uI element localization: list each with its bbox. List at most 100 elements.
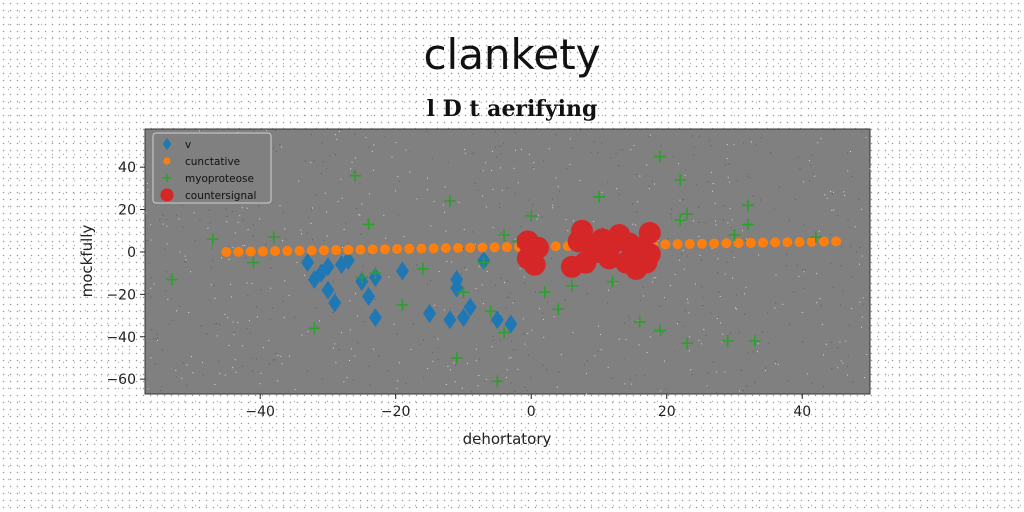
point-myoproteose: [308, 322, 321, 335]
noise-speck: [371, 151, 373, 152]
series-countersignal: [516, 219, 661, 280]
noise-speck: [226, 221, 228, 223]
noise-speck: [352, 171, 354, 173]
noise-speck: [153, 283, 155, 285]
noise-speck: [839, 304, 841, 306]
legend: v cunctative myoproteose countersignal: [152, 132, 272, 204]
noise-speck: [433, 336, 435, 338]
noise-speck: [431, 158, 433, 159]
point-myoproteose: [653, 150, 666, 163]
point-myoproteose: [592, 190, 605, 203]
point-v: [368, 308, 382, 328]
point-v: [321, 280, 335, 300]
noise-speck: [266, 129, 268, 131]
noise-speck: [804, 269, 806, 271]
noise-speck: [555, 134, 557, 136]
noise-speck: [745, 240, 746, 241]
noise-speck: [464, 152, 466, 154]
noise-speck: [161, 386, 163, 388]
noise-speck: [841, 246, 843, 248]
noise-speck: [824, 194, 825, 196]
noise-speck: [760, 199, 762, 201]
noise-speck: [475, 287, 477, 289]
noise-speck: [326, 235, 328, 237]
noise-speck: [500, 231, 502, 233]
noise-speck: [167, 298, 169, 300]
noise-speck: [649, 185, 651, 187]
noise-speck: [746, 385, 748, 387]
noise-speck: [462, 248, 464, 250]
noise-speck: [671, 217, 673, 219]
point-myoproteose: [491, 375, 504, 388]
noise-speck: [510, 357, 512, 359]
point-myoproteose: [552, 303, 565, 316]
noise-speck: [660, 145, 662, 147]
noise-speck: [384, 136, 386, 138]
point-v: [443, 310, 457, 330]
noise-speck: [705, 222, 707, 224]
point-v: [321, 257, 335, 277]
noise-speck: [191, 356, 192, 357]
noise-speck: [524, 282, 526, 284]
point-cunctative: [782, 237, 793, 248]
noise-speck: [349, 360, 350, 361]
noise-speck: [340, 129, 342, 131]
point-cunctative: [416, 243, 427, 254]
noise-speck: [282, 300, 284, 302]
noise-speck: [453, 362, 455, 364]
noise-speck: [193, 212, 195, 214]
point-myoproteose: [742, 218, 755, 231]
noise-speck: [210, 284, 212, 286]
noise-speck: [532, 204, 534, 206]
noise-speck: [506, 297, 508, 298]
noise-speck: [736, 180, 738, 182]
noise-speck: [847, 152, 848, 154]
noise-speck: [147, 293, 149, 295]
noise-speck: [687, 302, 689, 304]
noise-speck: [803, 224, 805, 226]
noise-speck: [542, 319, 544, 321]
noise-speck: [336, 138, 338, 140]
noise-speck: [858, 199, 860, 201]
point-cunctative: [428, 243, 439, 254]
noise-speck: [326, 211, 327, 213]
noise-speck: [505, 307, 507, 309]
noise-speck: [684, 310, 686, 312]
point-myoproteose: [538, 286, 551, 299]
noise-speck: [696, 184, 698, 186]
noise-speck: [224, 313, 226, 315]
noise-speck: [369, 254, 371, 256]
noise-speck: [642, 286, 644, 288]
point-cunctative: [331, 245, 342, 256]
legend-box: [152, 132, 272, 204]
point-myoproteose: [525, 209, 538, 222]
noise-speck: [785, 265, 787, 267]
noise-speck: [199, 220, 201, 222]
noise-speck: [391, 156, 393, 158]
noise-speck: [378, 355, 380, 357]
noise-speck: [667, 238, 669, 240]
noise-speck: [316, 325, 318, 327]
legend-marker-cunctative: [163, 157, 171, 165]
noise-speck: [729, 181, 731, 183]
noise-speck: [618, 165, 620, 166]
noise-speck: [230, 283, 232, 285]
noise-speck: [726, 261, 728, 263]
noise-speck: [513, 349, 515, 351]
noise-speck: [601, 142, 603, 144]
noise-speck: [241, 345, 243, 347]
noise-speck: [698, 135, 700, 137]
noise-speck: [600, 334, 602, 335]
point-cunctative: [294, 245, 305, 256]
noise-speck: [701, 343, 703, 345]
noise-speck: [279, 144, 281, 146]
noise-speck: [269, 258, 271, 260]
noise-speck: [474, 243, 476, 245]
noise-speck: [219, 373, 221, 375]
noise-speck: [145, 212, 147, 214]
point-cunctative: [696, 238, 707, 249]
y-tick-label: 0: [127, 245, 136, 261]
noise-speck: [523, 276, 525, 278]
noise-speck: [678, 163, 679, 165]
noise-speck: [637, 320, 639, 322]
